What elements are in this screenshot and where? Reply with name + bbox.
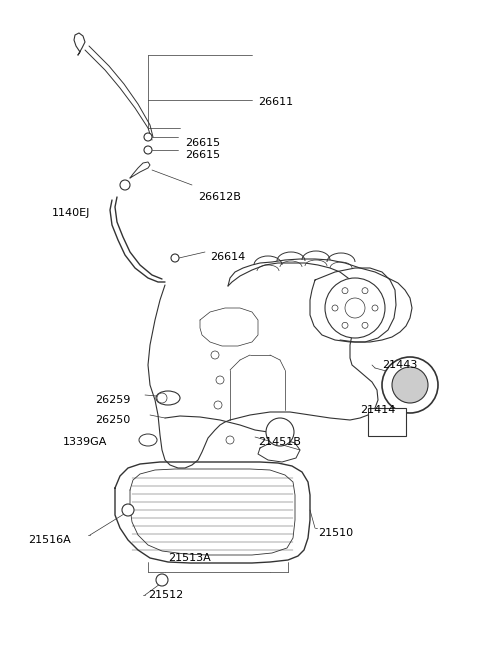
Bar	[368, 408, 406, 436]
Circle shape	[362, 322, 368, 328]
Circle shape	[325, 278, 385, 338]
Circle shape	[211, 351, 219, 359]
Circle shape	[120, 180, 130, 190]
Circle shape	[171, 254, 179, 262]
Text: 26615: 26615	[185, 138, 220, 148]
Text: 26614: 26614	[210, 252, 245, 262]
Circle shape	[332, 305, 338, 311]
Text: 26612B: 26612B	[198, 192, 241, 202]
Circle shape	[372, 305, 378, 311]
Text: 21510: 21510	[318, 528, 353, 538]
Circle shape	[144, 133, 152, 141]
Circle shape	[144, 146, 152, 154]
Text: 1140EJ: 1140EJ	[52, 208, 90, 218]
Circle shape	[342, 322, 348, 328]
Ellipse shape	[139, 434, 157, 446]
Circle shape	[266, 418, 294, 446]
Circle shape	[216, 376, 224, 384]
Text: 21451B: 21451B	[258, 437, 301, 447]
Circle shape	[122, 504, 134, 516]
Ellipse shape	[156, 391, 180, 405]
Circle shape	[157, 393, 167, 403]
Circle shape	[345, 298, 365, 318]
Circle shape	[214, 401, 222, 409]
Circle shape	[226, 436, 234, 444]
Circle shape	[362, 288, 368, 294]
Circle shape	[382, 357, 438, 413]
Text: 26250: 26250	[95, 415, 130, 425]
Circle shape	[156, 574, 168, 586]
Text: 21512: 21512	[148, 590, 183, 600]
Text: 26615: 26615	[185, 150, 220, 160]
Circle shape	[392, 367, 428, 403]
Text: 21513A: 21513A	[168, 553, 211, 563]
Text: 21443: 21443	[382, 360, 418, 370]
Text: 21516A: 21516A	[28, 535, 71, 545]
Text: 26259: 26259	[95, 395, 131, 405]
Text: 26611: 26611	[258, 97, 293, 107]
Circle shape	[342, 288, 348, 294]
Text: 21414: 21414	[360, 405, 396, 415]
Text: 1339GA: 1339GA	[63, 437, 108, 447]
